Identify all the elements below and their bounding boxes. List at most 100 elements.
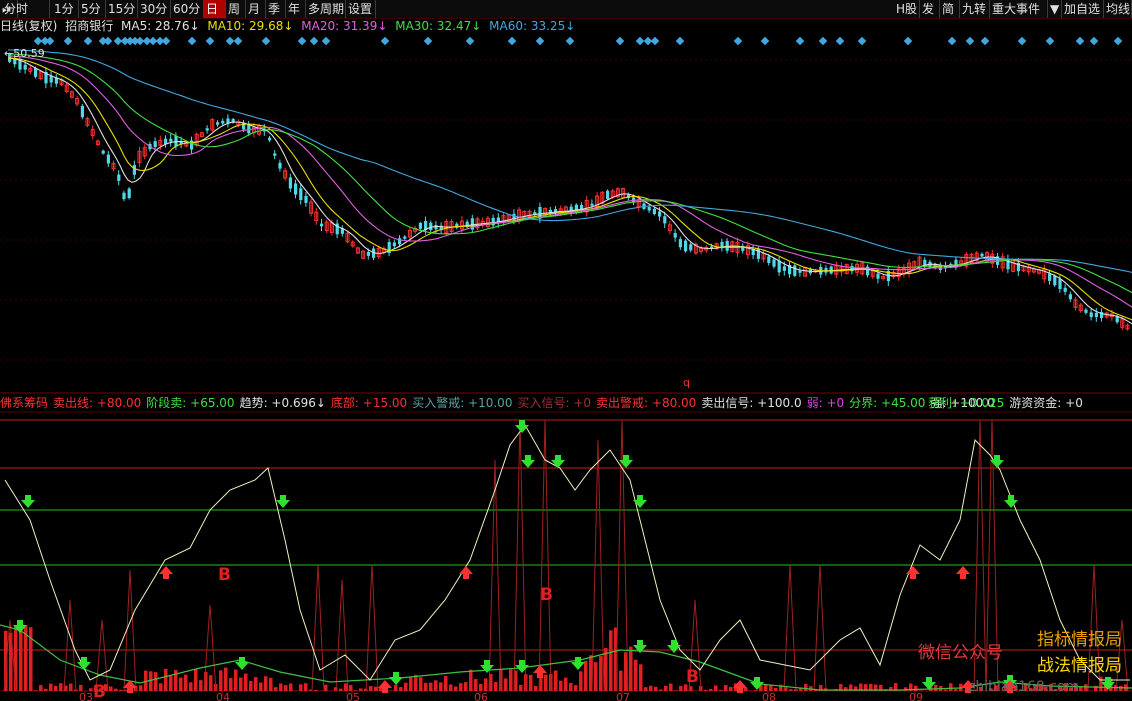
candle-body	[647, 207, 651, 211]
toolbar-left-9[interactable]: 季	[266, 0, 286, 18]
volume-bar	[259, 682, 263, 691]
volume-bar	[29, 627, 33, 691]
candle-body	[720, 241, 724, 249]
candle-body	[569, 206, 573, 214]
signal-diamond	[760, 36, 770, 46]
candle-body	[1125, 324, 1130, 330]
max-price-label: ←50.59	[4, 47, 45, 60]
toolbar-left-3[interactable]: 15分	[106, 0, 138, 18]
candle-body	[283, 170, 288, 179]
volume-bar	[379, 687, 383, 691]
volume-bar	[719, 690, 723, 691]
volume-bar	[354, 690, 358, 691]
volume-bar	[809, 686, 813, 691]
toolbar-left-11[interactable]: 多周期	[308, 0, 346, 18]
sell-arrow-icon	[480, 660, 494, 673]
watermark-line2: 战法情报局	[1037, 656, 1122, 676]
indicator-item-0: 佛系筹码	[0, 396, 49, 410]
toolbar-left-2[interactable]: 5分	[79, 0, 106, 18]
signal-diamond	[507, 36, 517, 46]
toolbar-left-6[interactable]: 日	[204, 0, 226, 18]
buy-signal-label: B	[540, 585, 553, 605]
candle-body	[788, 264, 792, 275]
volume-bar	[239, 677, 243, 691]
indicator-item-5: 买入警戒: +10.00	[412, 396, 513, 410]
toolbar-left-12[interactable]: 设置	[346, 0, 376, 18]
candle-body	[470, 218, 474, 230]
volume-bar	[64, 685, 68, 691]
candle-body	[262, 128, 266, 132]
candle-body	[730, 241, 735, 252]
toolbar-left-4[interactable]: 30分	[138, 0, 171, 18]
candle-body	[829, 266, 833, 274]
toolbar-left-0[interactable]: 分时	[2, 0, 50, 18]
candle-body	[548, 209, 552, 214]
candle-body	[699, 247, 704, 252]
volume-bar	[784, 687, 788, 691]
toolbar-right-3[interactable]: 九转	[960, 0, 990, 18]
toolbar-right-7[interactable]: 均线	[1106, 0, 1132, 18]
toolbar-right-6[interactable]: 加自选	[1062, 0, 1104, 18]
x-axis-label: 06	[474, 691, 488, 701]
volume-bar	[769, 684, 773, 691]
toolbar-right-5[interactable]: ▼	[1048, 0, 1062, 18]
candle-body	[117, 174, 121, 181]
candle-body	[64, 84, 69, 92]
watermark-line1: 指标情报局	[1037, 630, 1122, 650]
buy-arrow-icon	[533, 665, 547, 678]
toolbar-left-1[interactable]: 1分	[52, 0, 79, 18]
candle-body	[678, 239, 682, 248]
toolbar-right-1[interactable]: 发	[920, 0, 940, 18]
spike-line	[538, 419, 552, 692]
volume-bar	[369, 686, 373, 691]
volume-bar	[334, 687, 338, 691]
volume-bar	[79, 684, 83, 691]
candle-body	[459, 220, 464, 230]
sell-arrow-icon	[1004, 495, 1018, 508]
volume-bar	[849, 684, 853, 691]
candle-body	[242, 122, 246, 130]
ma-info-bar: 日线(复权) 招商银行 MA5: 28.76↓ MA10: 29.68↓ MA2…	[0, 18, 579, 34]
toolbar-left-10[interactable]: 年	[286, 0, 306, 18]
toolbar-left-5[interactable]: 60分	[171, 0, 204, 18]
volume-bar	[689, 686, 693, 691]
candle-body	[164, 138, 168, 145]
volume-bar	[44, 688, 48, 691]
buy-arrow-icon	[956, 566, 970, 579]
candle-body	[959, 260, 964, 265]
signal-diamond	[835, 36, 845, 46]
signal-diamond	[635, 36, 645, 46]
candle-body	[1026, 266, 1031, 273]
toolbar-right-2[interactable]: 简	[940, 0, 960, 18]
candle-body	[345, 232, 350, 243]
candle-body	[595, 195, 600, 208]
candle-body	[95, 140, 100, 145]
candle-body	[190, 140, 194, 150]
toolbar-left-7[interactable]: 周	[226, 0, 246, 18]
candle-body	[954, 259, 958, 268]
candle-body	[28, 68, 33, 72]
volume-bar	[1104, 683, 1108, 691]
volume-bar	[524, 674, 528, 691]
volume-bar	[729, 687, 733, 691]
play-pause-icon[interactable]: ⏯	[0, 0, 18, 18]
signal-diamond	[675, 36, 685, 46]
signal-diamond	[465, 36, 475, 46]
toolbar-right-0[interactable]: H股	[894, 0, 920, 18]
spike-line	[203, 604, 217, 692]
candle-body	[221, 120, 225, 124]
candle-body	[652, 208, 656, 215]
indicator-item-10: 分界: +45.00	[849, 396, 926, 410]
sell-arrow-icon	[77, 657, 91, 670]
signal-diamond	[161, 36, 171, 46]
sell-arrow-icon	[750, 677, 764, 690]
candle-body	[704, 246, 709, 251]
volume-bar	[964, 690, 968, 691]
toolbar-left-8[interactable]: 月	[246, 0, 266, 18]
candle-body	[710, 246, 714, 249]
candle-body	[137, 150, 142, 164]
volume-bar	[894, 683, 898, 691]
candle-body	[876, 273, 880, 279]
toolbar-right-4[interactable]: 重大事件	[990, 0, 1048, 18]
